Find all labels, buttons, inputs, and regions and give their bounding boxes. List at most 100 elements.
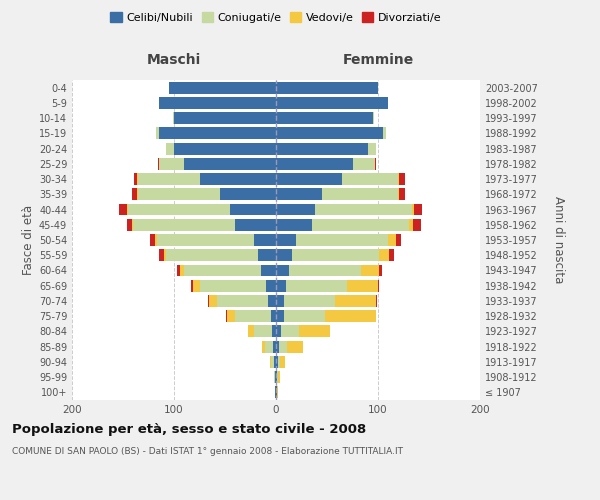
Text: Popolazione per età, sesso e stato civile - 2008: Popolazione per età, sesso e stato civil… [12, 422, 366, 436]
Bar [279, 340, 287, 352]
Bar [397, 234, 401, 246]
Bar [254, 326, 272, 338]
Bar [230, 204, 276, 216]
Bar [277, 386, 278, 398]
Bar [174, 112, 276, 124]
Bar [248, 326, 254, 338]
Bar [134, 173, 137, 185]
Bar [139, 173, 199, 185]
Bar [276, 250, 292, 261]
Bar [271, 356, 274, 368]
Bar [312, 219, 409, 230]
Bar [289, 264, 361, 276]
Bar [235, 310, 271, 322]
Bar [158, 97, 276, 109]
Bar [184, 158, 276, 170]
Bar [217, 295, 268, 307]
Bar [280, 356, 285, 368]
Bar [276, 188, 322, 200]
Bar [276, 280, 286, 291]
Bar [276, 356, 278, 368]
Bar [325, 310, 376, 322]
Legend: Celibi/Nubili, Coniugati/e, Vedovi/e, Divorziati/e: Celibi/Nubili, Coniugati/e, Vedovi/e, Di… [106, 8, 446, 28]
Bar [276, 295, 284, 307]
Bar [199, 280, 266, 291]
Bar [376, 295, 377, 307]
Bar [266, 280, 276, 291]
Bar [166, 142, 174, 154]
Bar [209, 295, 217, 307]
Bar [166, 250, 257, 261]
Bar [155, 234, 157, 246]
Bar [155, 128, 158, 140]
Bar [137, 173, 139, 185]
Bar [158, 158, 184, 170]
Bar [276, 97, 388, 109]
Bar [173, 112, 174, 124]
Bar [299, 326, 330, 338]
Bar [276, 158, 353, 170]
Bar [180, 264, 184, 276]
Bar [164, 250, 166, 261]
Bar [276, 386, 277, 398]
Bar [265, 340, 273, 352]
Bar [276, 219, 312, 230]
Bar [276, 128, 383, 140]
Bar [139, 188, 220, 200]
Bar [335, 295, 376, 307]
Bar [398, 188, 400, 200]
Bar [235, 219, 276, 230]
Bar [277, 371, 278, 383]
Bar [262, 340, 265, 352]
Bar [284, 310, 325, 322]
Bar [159, 250, 164, 261]
Bar [292, 250, 379, 261]
Bar [271, 310, 276, 322]
Y-axis label: Fasce di età: Fasce di età [22, 205, 35, 275]
Bar [414, 204, 422, 216]
Bar [254, 234, 276, 246]
Bar [273, 340, 276, 352]
Bar [276, 340, 279, 352]
Bar [257, 250, 276, 261]
Bar [276, 142, 368, 154]
Bar [184, 264, 260, 276]
Bar [149, 234, 155, 246]
Bar [177, 264, 180, 276]
Bar [119, 204, 127, 216]
Bar [368, 142, 376, 154]
Bar [286, 280, 347, 291]
Bar [276, 326, 281, 338]
Bar [274, 356, 276, 368]
Bar [226, 310, 227, 322]
Bar [398, 173, 400, 185]
Bar [276, 264, 289, 276]
Bar [157, 234, 254, 246]
Y-axis label: Anni di nascita: Anni di nascita [551, 196, 565, 284]
Text: Femmine: Femmine [343, 54, 413, 68]
Bar [413, 219, 421, 230]
Bar [276, 82, 378, 94]
Bar [342, 173, 398, 185]
Bar [276, 310, 284, 322]
Bar [220, 188, 276, 200]
Bar [278, 371, 280, 383]
Bar [132, 188, 137, 200]
Bar [137, 188, 139, 200]
Bar [208, 295, 209, 307]
Bar [379, 264, 382, 276]
Bar [400, 188, 404, 200]
Bar [379, 250, 389, 261]
Bar [322, 188, 398, 200]
Bar [296, 234, 388, 246]
Bar [400, 173, 404, 185]
Bar [361, 264, 379, 276]
Bar [132, 219, 133, 230]
Bar [409, 219, 413, 230]
Text: COMUNE DI SAN PAOLO (BS) - Dati ISTAT 1° gennaio 2008 - Elaborazione TUTTITALIA.: COMUNE DI SAN PAOLO (BS) - Dati ISTAT 1°… [12, 448, 403, 456]
Bar [193, 280, 199, 291]
Bar [260, 264, 276, 276]
Bar [158, 128, 276, 140]
Bar [278, 356, 280, 368]
Bar [275, 386, 276, 398]
